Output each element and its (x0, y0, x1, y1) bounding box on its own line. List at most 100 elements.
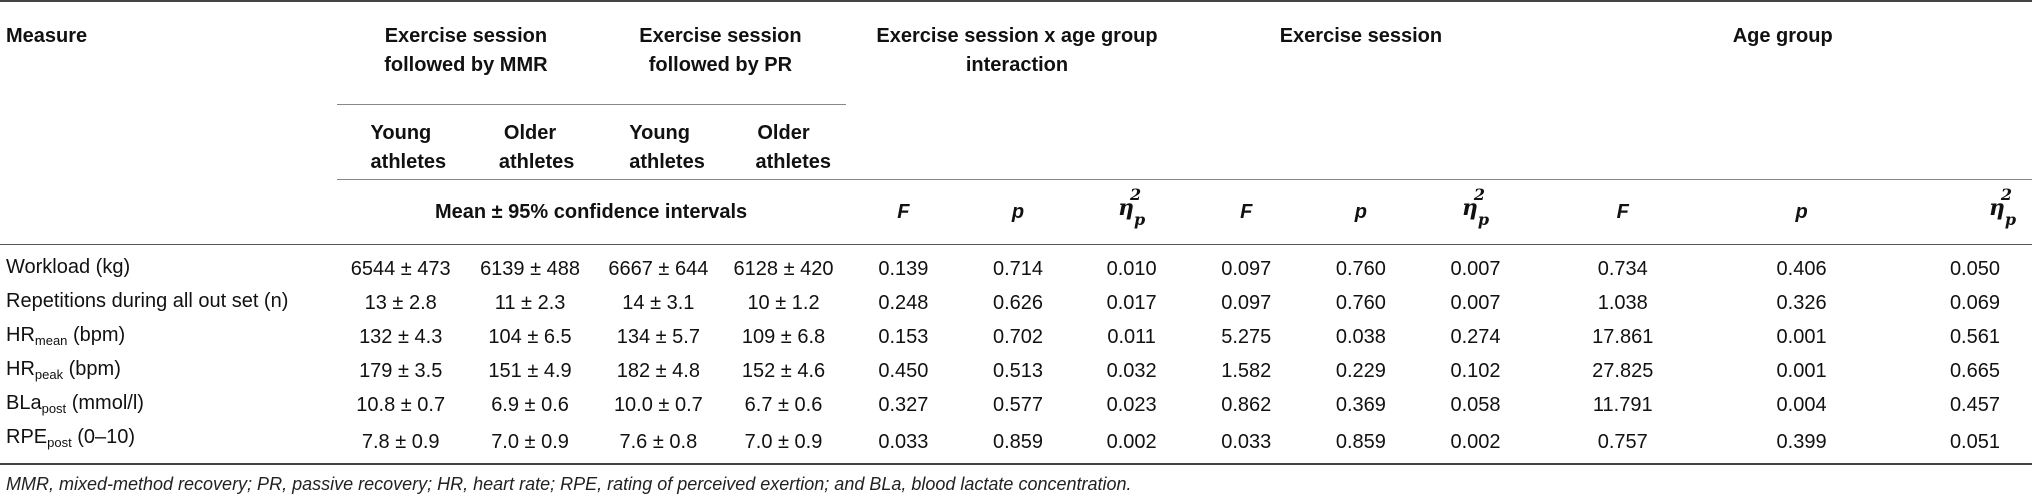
pr-older-header: Older athletes (721, 104, 846, 180)
results-table: Measure Exercise session followed by MMR… (0, 1, 2032, 465)
cell: 0.038 (1335, 326, 1386, 348)
cell: 6128 ± 420 (733, 258, 834, 280)
cell: 0.734 (1597, 258, 1648, 280)
cell: 0.002 (1074, 422, 1189, 465)
cell: 0.406 (1776, 258, 1827, 280)
cell: 14 ± 3.1 (622, 292, 695, 314)
cell: 0.002 (1417, 422, 1534, 465)
cell: 0.760 (1335, 292, 1386, 314)
cell: 0.001 (1776, 326, 1827, 348)
age-F-header: F (1533, 179, 1713, 245)
cell: 0.399 (1712, 422, 1891, 465)
row-label: Repetitions during all out set (n) (6, 289, 289, 312)
table-row: HRmean (bpm) 132 ± 4.3 104 ± 6.5 134 ± 5… (0, 321, 2032, 355)
cell: 6139 ± 488 (480, 258, 581, 280)
cell: 0.011 (1107, 326, 1156, 348)
cell: 109 ± 6.8 (741, 326, 826, 348)
cell: 10.8 ± 0.7 (356, 394, 446, 416)
measure-header: Measure (6, 25, 88, 47)
header-row-age: Young athletes Older athletes Young athl… (0, 104, 2032, 180)
cell: 6.9 ± 0.6 (491, 394, 569, 416)
row-label: RPEpost (0–10) (0, 422, 337, 465)
table-row: RPEpost (0–10) 7.8 ± 0.9 7.0 ± 0.9 7.6 ±… (0, 422, 2032, 465)
cell: 0.862 (1221, 394, 1272, 416)
cell: 0.058 (1450, 394, 1501, 416)
cell: 134 ± 5.7 (616, 326, 700, 348)
cell: 0.097 (1221, 258, 1272, 280)
row-label: BLapost (mmol/l) (6, 391, 144, 416)
cell: 17.861 (1592, 326, 1654, 348)
cell: 7.8 ± 0.9 (336, 422, 465, 465)
cell: 6.7 ± 0.6 (744, 394, 823, 416)
age-group-header: Age group (1732, 25, 1833, 47)
cell: 104 ± 6.5 (488, 326, 572, 348)
row-label: Workload (kg) (6, 255, 131, 278)
table-row: HRpeak (bpm) 179 ± 3.5 151 ± 4.9 182 ± 4… (0, 355, 2032, 389)
cell: 0.327 (878, 394, 929, 416)
cell: 0.665 (1949, 360, 2000, 382)
cell: 0.757 (1533, 422, 1713, 465)
row-label: HRpeak (bpm) (6, 357, 121, 382)
cell: 6667 ± 644 (608, 258, 709, 280)
row-label: HRmean (bpm) (6, 323, 126, 348)
cell: 179 ± 3.5 (359, 360, 443, 382)
cell: 0.457 (1949, 394, 2000, 416)
int-p-header: p (961, 179, 1075, 245)
cell: 10.0 ± 0.7 (613, 394, 703, 416)
cell: 0.248 (878, 292, 929, 314)
ses-F-header: F (1188, 179, 1305, 245)
cell: 0.760 (1335, 258, 1386, 280)
cell: 0.004 (1776, 394, 1827, 416)
cell: 7.0 ± 0.9 (721, 422, 846, 465)
mean-ci-header: Mean ± 95% confidence intervals (336, 179, 846, 245)
session-header: Exercise session (1279, 25, 1443, 47)
table-row: Repetitions during all out set (n) 13 ± … (0, 287, 2032, 321)
cell: 0.577 (993, 394, 1044, 416)
table-row: Workload (kg) 6544 ± 473 6139 ± 488 6667… (0, 253, 2032, 287)
cell: 0.051 (1890, 422, 2032, 465)
cell: 0.513 (993, 360, 1044, 382)
cell: 5.275 (1221, 326, 1272, 348)
mmr-group-header: Exercise session followed by MMR (336, 1, 596, 105)
cell: 7.6 ± 0.8 (595, 422, 722, 465)
cell: 0.450 (878, 360, 929, 382)
cell: 0.859 (1304, 422, 1418, 465)
cell: 11.791 (1592, 394, 1653, 416)
cell: 0.033 (1188, 422, 1305, 465)
cell: 0.007 (1450, 292, 1501, 314)
pr-group-header: Exercise session followed by PR (595, 1, 846, 105)
cell: 0.010 (1106, 258, 1157, 280)
cell: 0.023 (1106, 394, 1157, 416)
int-F-header: F (845, 179, 962, 245)
cell: 11 ± 2.3 (494, 292, 566, 314)
cell: 0.001 (1776, 360, 1827, 382)
cell: 132 ± 4.3 (359, 326, 443, 348)
cell: 1.582 (1221, 360, 1272, 382)
cell: 182 ± 4.8 (616, 360, 700, 382)
cell: 0.033 (845, 422, 962, 465)
cell: 6544 ± 473 (350, 258, 451, 280)
cell: 13 ± 2.8 (364, 292, 437, 314)
cell: 0.714 (993, 258, 1044, 280)
pr-young-header: Young athletes (595, 104, 722, 180)
cell: 0.326 (1776, 292, 1827, 314)
cell: 0.702 (993, 326, 1044, 348)
mmr-young-header: Young athletes (336, 104, 465, 180)
cell: 0.139 (878, 258, 929, 280)
interaction-header: Exercise session x age group interaction (876, 25, 1158, 76)
cell: 0.007 (1450, 258, 1501, 280)
empty-header (845, 104, 2032, 180)
cell: 0.102 (1450, 360, 1501, 382)
table-row: BLapost (mmol/l) 10.8 ± 0.7 6.9 ± 0.6 10… (0, 389, 2032, 423)
cell: 0.032 (1106, 360, 1157, 382)
cell: 0.017 (1106, 292, 1157, 314)
cell: 152 ± 4.6 (741, 360, 826, 382)
cell: 0.859 (961, 422, 1075, 465)
cell: 151 ± 4.9 (488, 360, 572, 382)
cell: 0.561 (1949, 326, 2000, 348)
cell: 0.050 (1949, 258, 2000, 280)
